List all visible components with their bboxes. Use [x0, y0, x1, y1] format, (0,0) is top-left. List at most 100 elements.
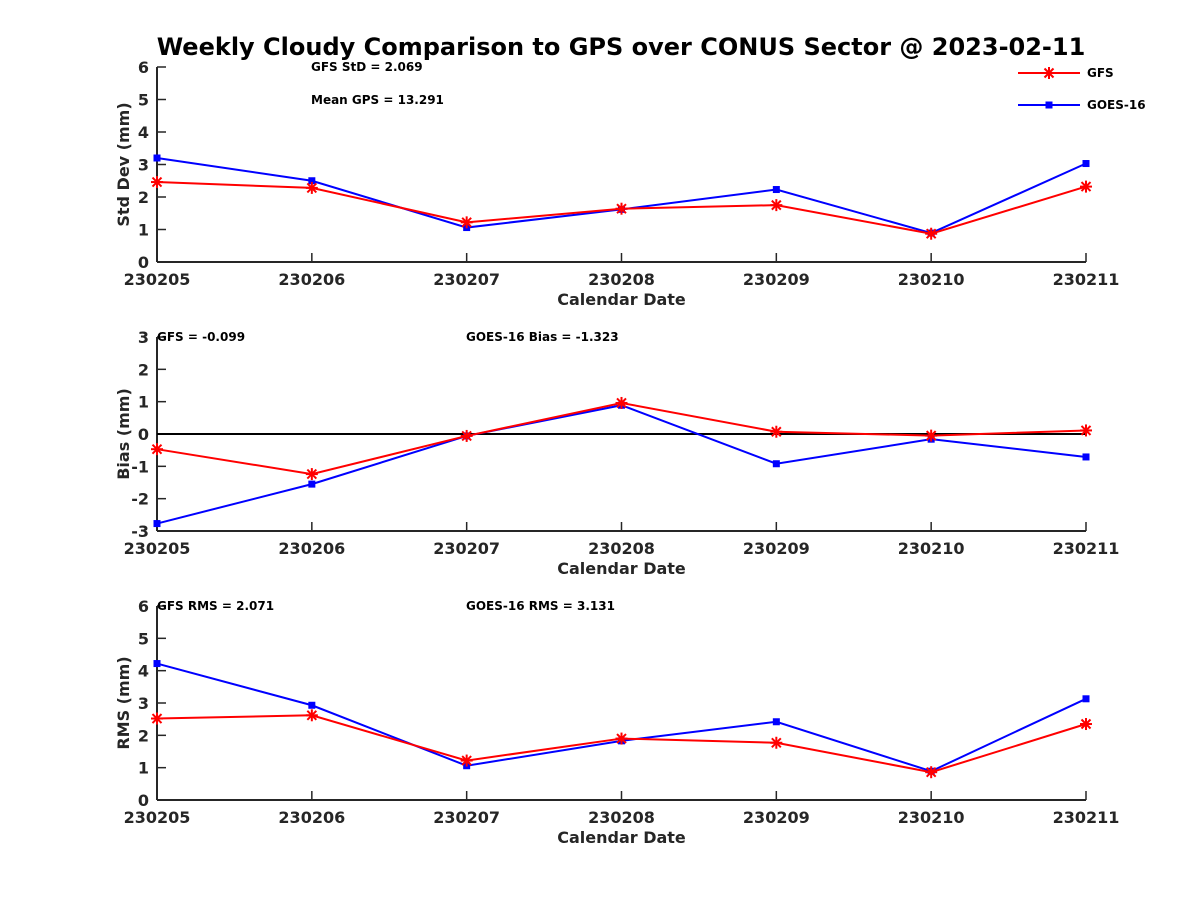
y-tick-label: 2: [138, 726, 149, 745]
x-tick-label: 230209: [743, 270, 810, 289]
data-point-gfs: [460, 429, 473, 442]
data-point-gfs: [305, 709, 318, 722]
annotation: Mean GPS = 13.291: [311, 93, 444, 107]
data-point-gfs: [770, 425, 783, 438]
x-tick-label: 230205: [124, 808, 191, 827]
y-tick-label: 5: [138, 629, 149, 648]
y-tick-label: 5: [138, 91, 149, 110]
y-tick-label: 0: [138, 425, 149, 444]
x-tick-label: 230207: [433, 808, 500, 827]
data-point-goes-16: [1082, 160, 1090, 168]
data-point-goes-16: [1082, 695, 1090, 703]
annotation: GFS RMS = 2.071: [157, 599, 274, 613]
y-tick-label: 3: [138, 328, 149, 347]
x-tick-label: 230210: [898, 808, 965, 827]
data-point-gfs: [1080, 180, 1092, 193]
data-point-gfs: [460, 754, 473, 767]
data-point-gfs: [151, 712, 163, 725]
data-point-goes-16: [772, 186, 780, 194]
data-point-goes-16: [308, 701, 316, 709]
legend-marker-square: [1045, 101, 1053, 109]
x-tick-label: 230210: [898, 270, 965, 289]
y-axis-label: Bias (mm): [114, 388, 133, 480]
y-tick-label: 1: [138, 221, 149, 240]
data-point-goes-16: [153, 520, 161, 528]
data-point-gfs: [305, 181, 318, 194]
y-axis-label: RMS (mm): [114, 656, 133, 749]
data-point-gfs: [770, 199, 783, 212]
data-point-gfs: [460, 216, 473, 229]
data-point-gfs: [925, 227, 938, 240]
chart-title: Weekly Cloudy Comparison to GPS over CON…: [157, 33, 1086, 61]
x-tick-label: 230206: [278, 808, 345, 827]
x-tick-label: 230209: [743, 808, 810, 827]
legend-entry: GOES-16: [1018, 98, 1146, 112]
x-axis-label: Calendar Date: [557, 559, 686, 578]
y-tick-label: 6: [138, 597, 149, 616]
legend: GFS GOES-16: [1018, 66, 1146, 112]
y-tick-label: 2: [138, 360, 149, 379]
x-tick-label: 230208: [588, 539, 655, 558]
data-point-gfs: [615, 396, 628, 409]
y-tick-label: 1: [138, 759, 149, 778]
data-point-gfs: [151, 443, 163, 456]
x-tick-label: 230206: [278, 270, 345, 289]
annotation: GFS = -0.099: [157, 330, 245, 344]
data-point-gfs: [925, 766, 938, 779]
y-tick-label: 0: [138, 253, 149, 272]
x-tick-label: 230209: [743, 539, 810, 558]
x-tick-label: 230211: [1053, 808, 1120, 827]
data-point-goes-16: [153, 660, 161, 668]
data-point-goes-16: [1082, 453, 1090, 461]
series-gfs: [151, 396, 1092, 481]
annotation: GOES-16 RMS = 3.131: [466, 599, 615, 613]
data-point-gfs: [305, 468, 318, 481]
series-gfs: [151, 709, 1092, 779]
y-tick-label: 3: [138, 156, 149, 175]
panel-rms: 0 1 2 3 4 5 6 230205 230206 230207 230208 230209 230…: [114, 597, 1119, 847]
x-tick-label: 230208: [588, 808, 655, 827]
x-axis-label: Calendar Date: [557, 828, 686, 847]
x-tick-label: 230205: [124, 270, 191, 289]
panel-bias: -3 -2 -1 0 1 2 3 230205 230206 230207 230208 230209…: [114, 328, 1119, 578]
data-point-goes-16: [772, 718, 780, 726]
data-point-gfs: [1080, 424, 1092, 437]
legend-marker-asterisk: [1043, 67, 1055, 79]
x-tick-label: 230207: [433, 270, 500, 289]
data-point-gfs: [770, 736, 783, 749]
x-tick-label: 230207: [433, 539, 500, 558]
y-tick-label: 3: [138, 694, 149, 713]
data-point-goes-16: [308, 177, 316, 185]
series-gfs: [151, 176, 1092, 240]
legend-label: GFS: [1087, 66, 1114, 80]
y-tick-label: 2: [138, 188, 149, 207]
legend-label: GOES-16: [1087, 98, 1146, 112]
x-tick-label: 230206: [278, 539, 345, 558]
data-point-gfs: [615, 732, 628, 745]
y-tick-label: 1: [138, 393, 149, 412]
legend-entry: GFS: [1018, 66, 1114, 80]
data-point-goes-16: [772, 460, 780, 468]
y-tick-label: -3: [131, 522, 149, 541]
panel-std: 0 1 2 3 4 5 6 230205 230206 230207 230208 230209 230…: [114, 58, 1119, 309]
data-point-gfs: [1080, 718, 1092, 731]
y-axis-label: Std Dev (mm): [114, 102, 133, 226]
x-axis-label: Calendar Date: [557, 290, 686, 309]
annotation: GOES-16 Bias = -1.323: [466, 330, 619, 344]
data-point-goes-16: [153, 154, 161, 162]
y-tick-label: 4: [138, 662, 149, 681]
y-tick-label: 0: [138, 791, 149, 810]
x-tick-label: 230208: [588, 270, 655, 289]
x-tick-label: 230205: [124, 539, 191, 558]
y-tick-label: 6: [138, 58, 149, 77]
y-tick-label: 4: [138, 123, 149, 142]
x-tick-label: 230210: [898, 539, 965, 558]
y-tick-label: -2: [131, 490, 149, 509]
data-point-goes-16: [308, 480, 316, 488]
x-tick-label: 230211: [1053, 539, 1120, 558]
annotation: GFS StD = 2.069: [311, 60, 423, 74]
data-point-gfs: [615, 202, 628, 215]
y-tick-label: -1: [131, 457, 149, 476]
